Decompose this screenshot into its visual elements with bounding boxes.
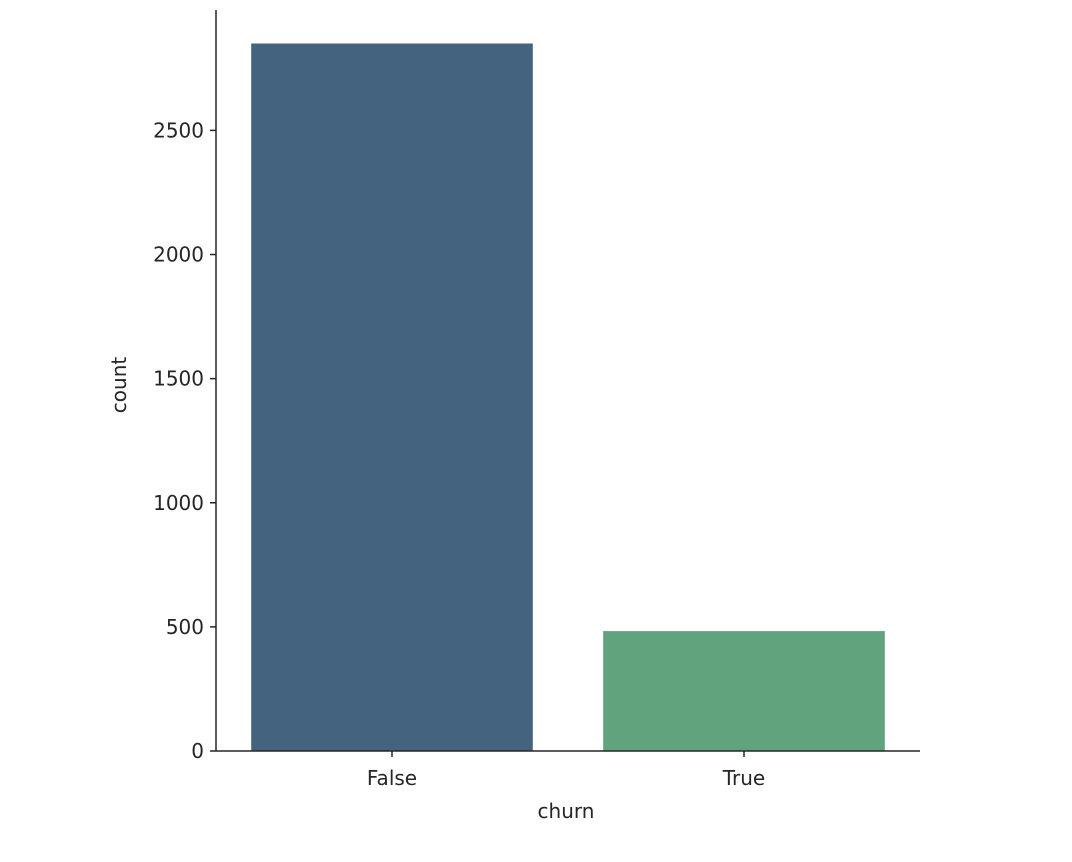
y-tick-label: 2500	[153, 118, 204, 142]
x-tick-label: False	[367, 766, 417, 790]
bar-false	[251, 43, 533, 751]
x-tick-label: True	[722, 766, 765, 790]
bar-true	[603, 631, 885, 751]
y-axis-label: count	[107, 357, 131, 414]
x-axis-label: churn	[538, 799, 595, 823]
y-axis-ticks: 0 500 1000 1500 2000 2500	[153, 118, 216, 763]
y-tick-label: 0	[191, 739, 204, 763]
bars	[251, 43, 885, 751]
y-tick-label: 2000	[153, 243, 204, 267]
y-tick-label: 1000	[153, 491, 204, 515]
x-axis-ticks: False True	[367, 751, 765, 790]
y-tick-label: 1500	[153, 367, 204, 391]
y-tick-label: 500	[166, 615, 204, 639]
